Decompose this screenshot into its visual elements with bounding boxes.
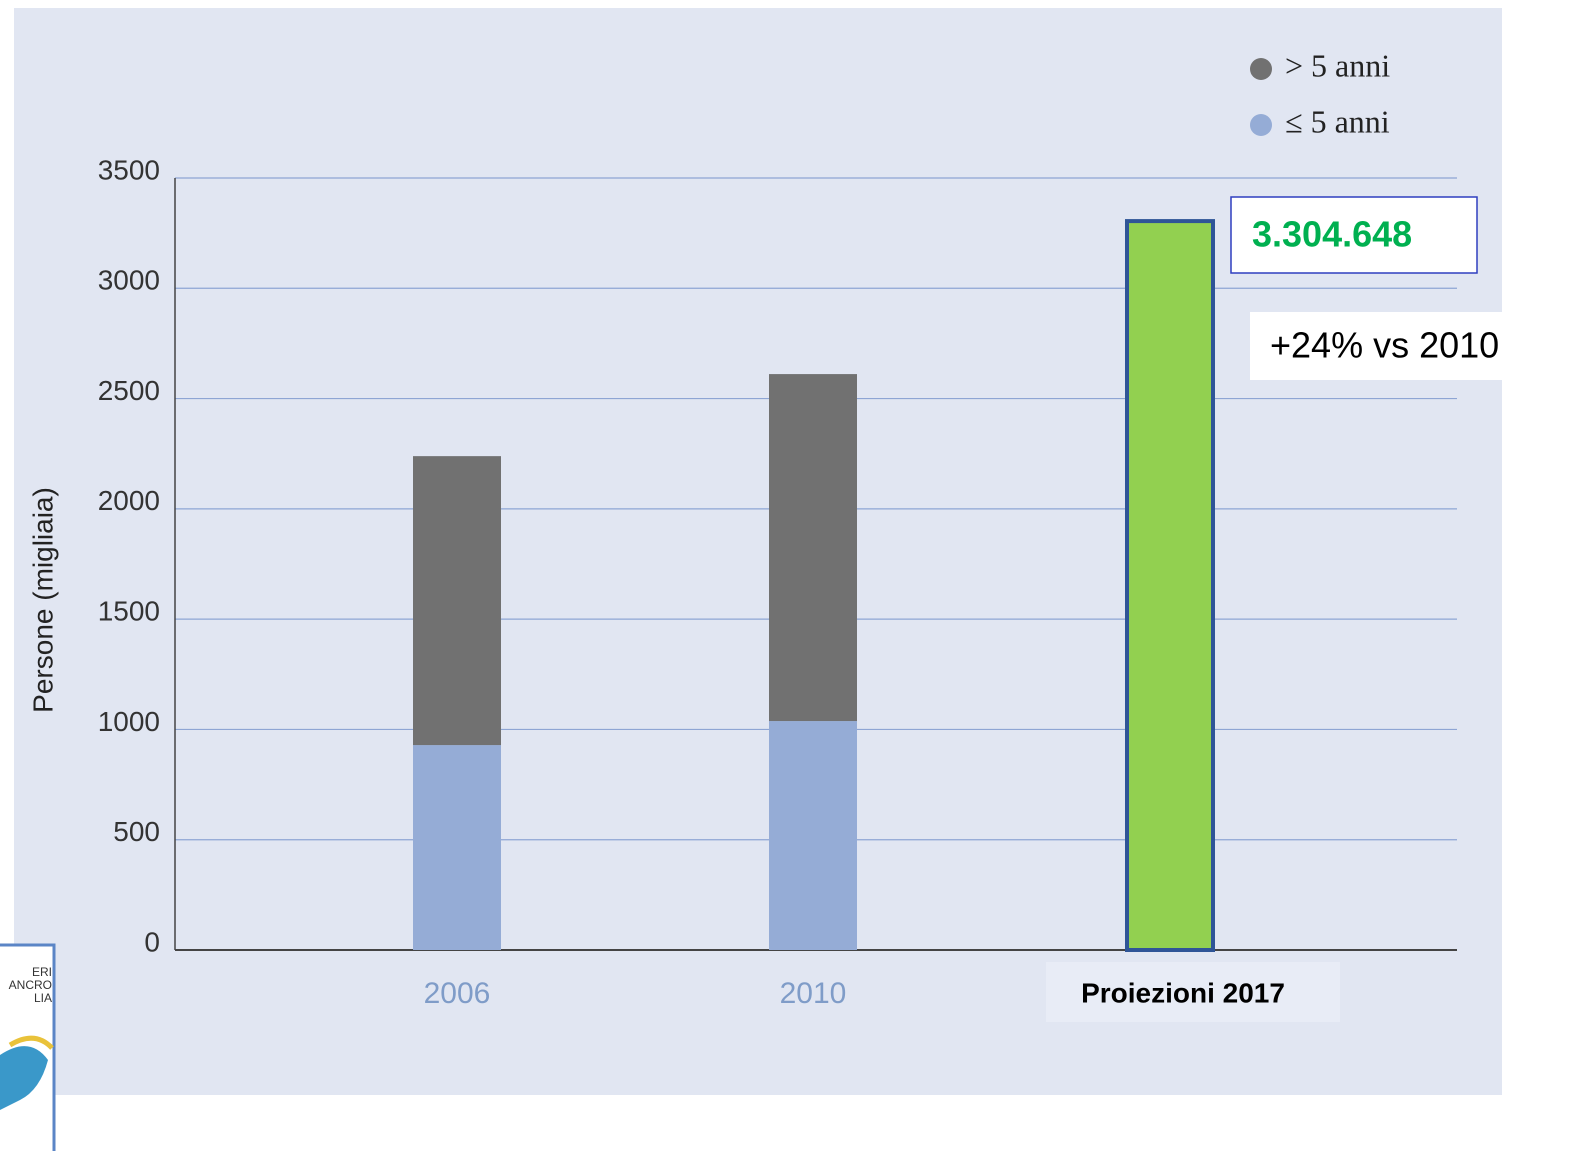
annotation: +24% vs 2010	[1270, 325, 1499, 366]
projection-bar	[1125, 219, 1215, 953]
y-tick-label: 0	[144, 926, 160, 957]
category-box	[1046, 962, 1340, 1022]
logo-graphic	[0, 1046, 48, 1110]
y-tick-label: 500	[113, 816, 160, 847]
y-tick-label: 2000	[98, 485, 160, 516]
x-tick-label: 2010	[780, 977, 847, 1010]
logo-text: ERI	[32, 965, 52, 979]
legend-label: ≤ 5 anni	[1285, 103, 1390, 139]
note-box	[1250, 312, 1545, 380]
value-label: 3.304.648	[1252, 214, 1412, 255]
legend-swatch	[1250, 58, 1272, 80]
bar-segment	[413, 745, 501, 950]
bar-segment	[413, 456, 501, 746]
y-tick-label: 3500	[98, 154, 160, 185]
logo-text: LIA	[34, 991, 52, 1005]
y-axis-label: Persone (migliaia)	[27, 487, 58, 713]
legend-swatch	[1250, 114, 1272, 136]
y-tick-label: 2500	[98, 375, 160, 406]
x-tick-label: 2006	[424, 977, 491, 1010]
y-tick-label: 1500	[98, 596, 160, 627]
plot-panel	[14, 8, 1502, 1095]
bar-segment	[769, 721, 857, 950]
value-label-box	[1230, 196, 1478, 274]
bar-segment	[769, 374, 857, 722]
y-tick-label: 3000	[98, 265, 160, 296]
y-tick-label: 1000	[98, 706, 160, 737]
legend-label: > 5 anni	[1285, 47, 1390, 83]
x-tick-label: Proiezioni 2017	[1081, 977, 1285, 1008]
logo-text: ANCRO	[9, 978, 52, 992]
logo-graphic	[8, 1035, 54, 1050]
